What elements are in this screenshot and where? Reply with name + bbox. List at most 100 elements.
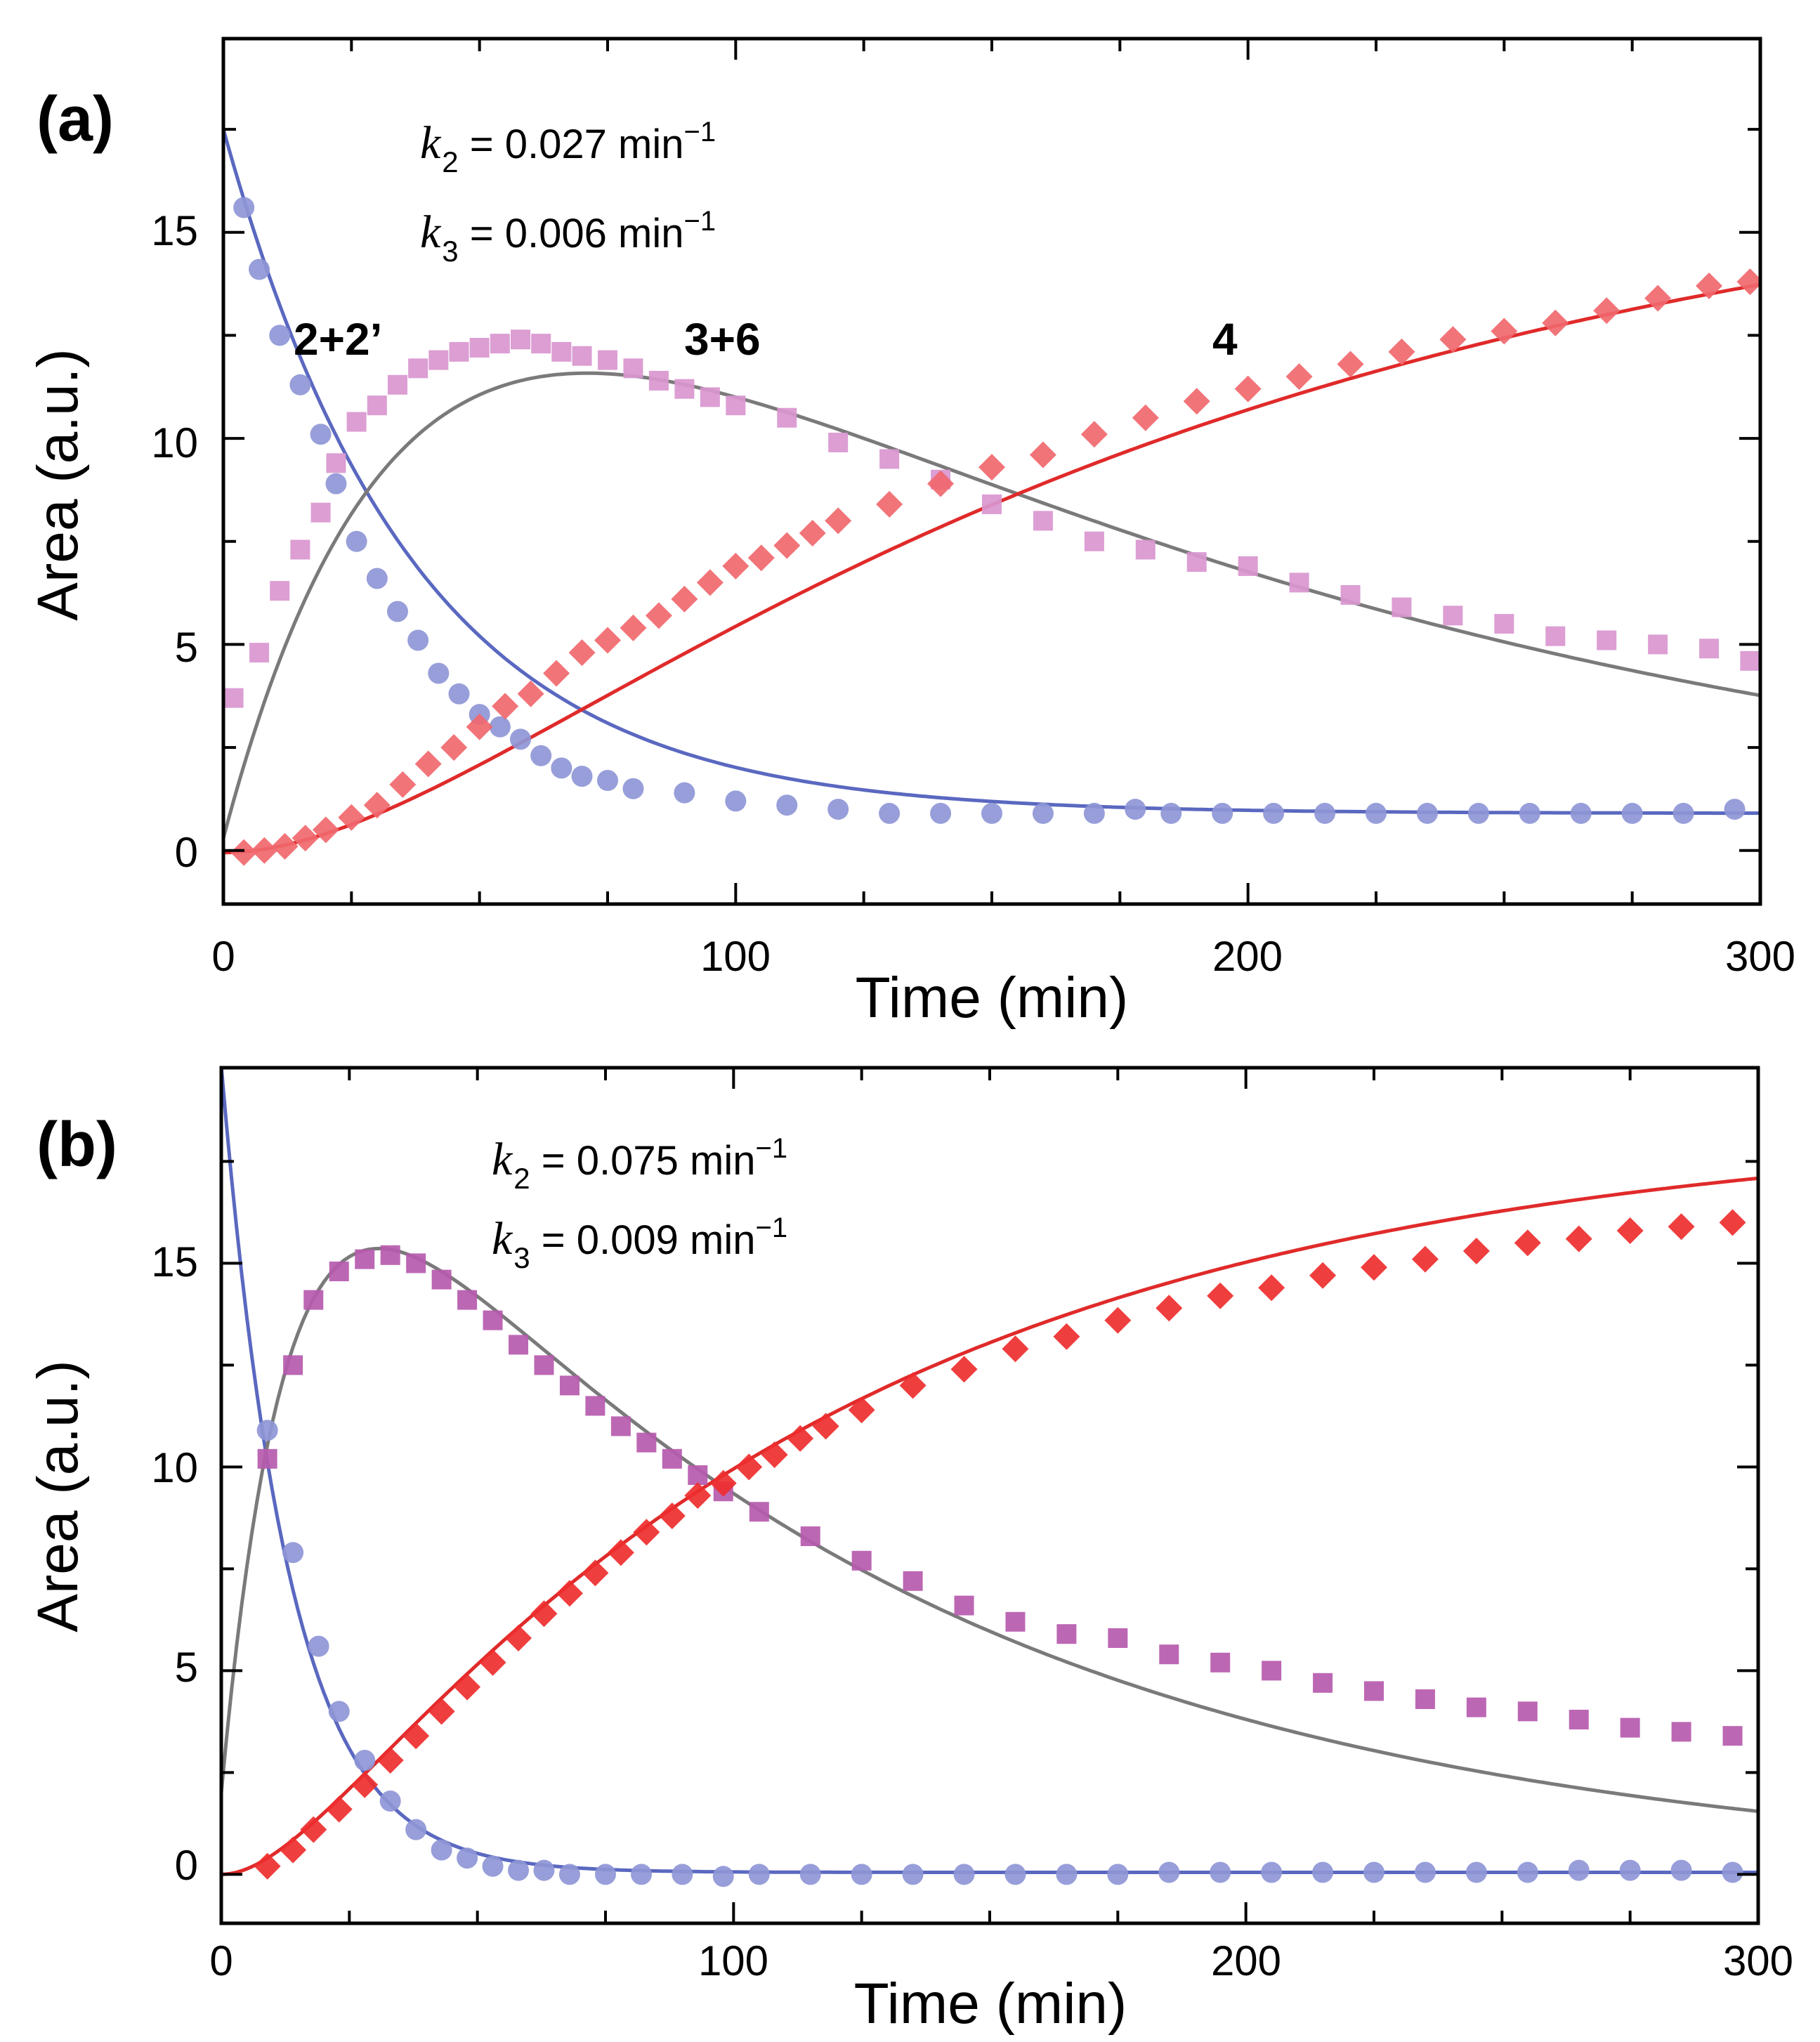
panel-b-point-diamond: [1258, 1274, 1285, 1302]
panel-a-point-square: [1238, 556, 1258, 576]
panel-a-point-circle: [879, 802, 901, 824]
panel-b-point-diamond: [735, 1453, 763, 1481]
panel-b-point-square: [585, 1396, 605, 1416]
panel-b-point-circle: [508, 1859, 530, 1881]
panel-b-point-diamond: [1361, 1254, 1387, 1281]
panel-a-point-diamond: [978, 454, 1005, 481]
panel-b-point-diamond: [1668, 1213, 1695, 1241]
panel-a-point-square: [1033, 511, 1053, 531]
panel-a-point-square: [1084, 531, 1104, 551]
panel-a-point-square: [1699, 639, 1720, 659]
panel-b-ticks: [220, 1068, 1760, 1923]
panel-a-point-circle: [776, 794, 798, 816]
panel-a-point-diamond: [671, 585, 698, 613]
panel-a-point-circle: [346, 530, 367, 552]
panel-b-point-diamond: [582, 1559, 609, 1587]
panel-b-point-circle: [672, 1864, 693, 1885]
panel-b-point-circle: [595, 1864, 616, 1885]
panel-a-point-diamond: [645, 602, 672, 629]
panel-a-point-circle: [1672, 802, 1694, 824]
panel-a-y-tick-label: 15: [151, 207, 198, 254]
panel-b-point-diamond: [607, 1539, 634, 1566]
panel-a-point-square: [310, 502, 331, 523]
panel-b-point-square: [800, 1526, 820, 1546]
panel-a-point-circle: [1160, 802, 1182, 824]
panel-a-point-circle: [1212, 802, 1233, 824]
panel-b-point-diamond: [300, 1816, 327, 1843]
panel-b-point-diamond: [848, 1396, 875, 1424]
panel-b-point-diamond: [1462, 1238, 1490, 1264]
panel-b-point-circle: [379, 1791, 401, 1812]
panel-a-point-circle: [289, 374, 311, 395]
panel-a-fit-line: [223, 371, 1760, 839]
panel-b-point-square: [903, 1571, 923, 1591]
panel-a-point-square: [408, 358, 428, 379]
panel-a-ticks: [222, 39, 1762, 904]
panel-b-point-diamond: [1514, 1229, 1541, 1257]
panel-b-point-square: [1671, 1722, 1691, 1742]
panel-b-point-diamond: [1207, 1282, 1234, 1309]
panel-a-point-diamond: [927, 470, 955, 497]
panel-a-fit-line: [223, 282, 1760, 855]
panel-b-point-square: [636, 1432, 657, 1453]
panel-b-point-square: [1415, 1689, 1435, 1709]
panel-b-point-diamond: [325, 1795, 353, 1823]
panel-a-point-diamond: [1644, 284, 1672, 312]
panel-b-point-circle: [799, 1864, 821, 1885]
panel-b-point-square: [1313, 1673, 1333, 1693]
panel-a-point-circle: [622, 778, 644, 799]
panel-a-point-circle: [325, 473, 347, 495]
panel-a-point-circle: [510, 728, 532, 750]
panel-b-point-diamond: [280, 1836, 307, 1864]
panel-b-point-circle: [1158, 1861, 1180, 1883]
panel-a-point-circle: [551, 757, 572, 779]
panel-b-point-circle: [1107, 1864, 1129, 1885]
panel-b-point-diamond: [1616, 1217, 1644, 1244]
panel-a-point-square: [469, 338, 490, 358]
panel-b-point-diamond: [633, 1519, 660, 1546]
panel-a-y-axis-title: Area (a.u.): [26, 348, 90, 620]
panel-b-point-square: [1569, 1710, 1589, 1729]
panel-a-point-square: [572, 346, 592, 366]
panel-a-y-tick-label: 10: [151, 419, 198, 466]
panel-a-point-square: [828, 432, 849, 452]
panel-a-point-circle: [269, 325, 291, 346]
panel-b-point-square: [380, 1245, 400, 1265]
panel-a-point-square: [346, 412, 367, 432]
panel-b-point-circle: [308, 1635, 329, 1657]
panel-a-k3-annotation: k3 = 0.006 min−1: [420, 206, 716, 268]
panel-b-point-circle: [1056, 1864, 1078, 1885]
panel-a-point-diamond: [1285, 363, 1313, 391]
panel-b-point-square: [509, 1335, 529, 1355]
panel-a-point-diamond: [696, 569, 724, 596]
panel-b-point-circle: [328, 1701, 350, 1722]
panel-b: 0 5 10 15 0 100 200 300 Time (min) Area …: [26, 1066, 1793, 2036]
panel-b-point-square: [662, 1448, 682, 1469]
panel-b-plot-frame: [219, 1066, 1760, 1925]
panel-a-point-square: [490, 334, 510, 354]
panel-a-point-diamond: [230, 839, 258, 866]
panel-b-point-circle: [953, 1864, 975, 1885]
panel-b-point-diamond: [1719, 1209, 1746, 1236]
panel-a-point-diamond: [251, 837, 278, 864]
panel-a-point-square: [982, 494, 1002, 514]
panel-a-point-circle: [448, 683, 470, 705]
panel-b-point-square: [1620, 1717, 1640, 1738]
panel-b-y-tick-label: 10: [151, 1444, 198, 1491]
panel-a-point-circle: [1519, 802, 1540, 824]
panel-b-point-diamond: [428, 1698, 455, 1725]
panel-a-point-diamond: [799, 520, 826, 547]
panel-b-point-diamond: [1411, 1245, 1439, 1273]
panel-b-point-circle: [851, 1864, 872, 1885]
panel-a-point-diamond: [466, 713, 493, 740]
panel-b-fit-line: [221, 1246, 1758, 1814]
panel-a-point-diamond: [338, 804, 365, 831]
panel-b-point-circle: [282, 1542, 304, 1564]
panel-a-point-square: [1597, 630, 1617, 650]
panel-b-point-square: [483, 1310, 503, 1330]
panel-a-point-square: [1135, 539, 1155, 560]
panel-b-point-circle: [1517, 1861, 1538, 1883]
panel-a-x-tick-label: 0: [211, 933, 235, 980]
panel-b-point-square: [559, 1375, 580, 1396]
